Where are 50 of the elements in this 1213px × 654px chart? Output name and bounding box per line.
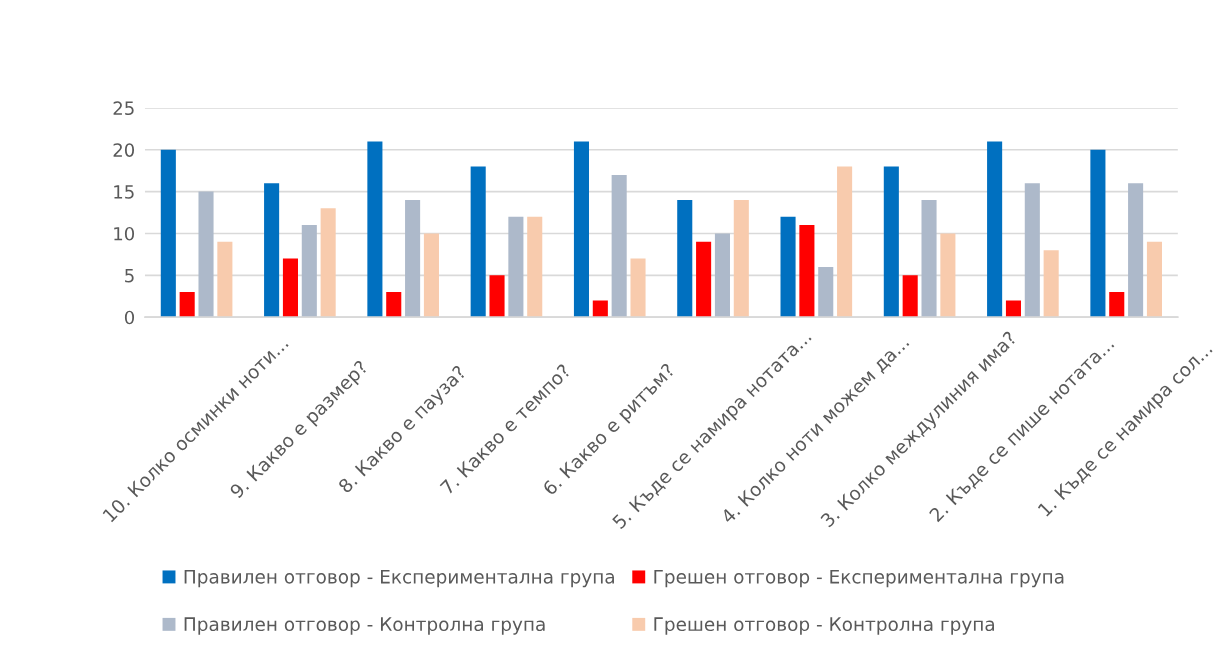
legend-label: Грешен отговор - Контролна група: [654, 617, 994, 635]
bar: [301, 225, 317, 318]
bar: [987, 141, 1003, 318]
bar: [1005, 300, 1022, 318]
bar: [1128, 183, 1144, 318]
bar: [1043, 250, 1059, 318]
bar: [1090, 149, 1106, 318]
y-tick-label: 25: [113, 101, 134, 116]
bar: [1146, 241, 1162, 318]
bar: [630, 258, 646, 318]
y-tick-label: 5: [125, 269, 134, 283]
bar: [386, 292, 402, 318]
y-tick-label: 20: [113, 143, 135, 157]
bar: [837, 166, 853, 318]
bar: [799, 225, 815, 318]
y-tick-label: 10: [114, 226, 135, 241]
bar: [902, 275, 918, 318]
bar: [198, 191, 214, 318]
bar: [940, 233, 956, 318]
bar: [160, 149, 176, 318]
bar: [883, 166, 899, 318]
bar: [489, 275, 505, 318]
bar: [733, 199, 749, 318]
bar: [592, 300, 608, 318]
bar: [179, 292, 195, 318]
bar: [527, 216, 543, 318]
bar: [921, 199, 937, 318]
bar: [714, 233, 730, 318]
bar: [818, 266, 834, 318]
bar: [696, 241, 712, 318]
bar: [423, 233, 439, 318]
bar: [1024, 183, 1040, 318]
bar: [611, 174, 627, 318]
bar: [470, 166, 486, 318]
bar: [573, 141, 590, 318]
bar: [367, 141, 383, 318]
bar: [405, 199, 421, 318]
legend-label: Грешен отговор - Експериментална група: [654, 569, 1064, 588]
bar: [780, 216, 796, 318]
bar: [320, 208, 336, 318]
bar: [282, 258, 298, 318]
bar: [1109, 292, 1125, 318]
legend-label: Правилен отговор - Контролна група: [184, 617, 545, 635]
bar: [264, 183, 280, 318]
bar: [217, 241, 233, 318]
bar: [508, 216, 524, 318]
y-tick-label: 0: [124, 310, 135, 325]
bar: [677, 199, 693, 318]
legend-label: Правилен отговор - Експериментална група: [184, 569, 614, 588]
y-tick-label: 15: [114, 185, 134, 199]
